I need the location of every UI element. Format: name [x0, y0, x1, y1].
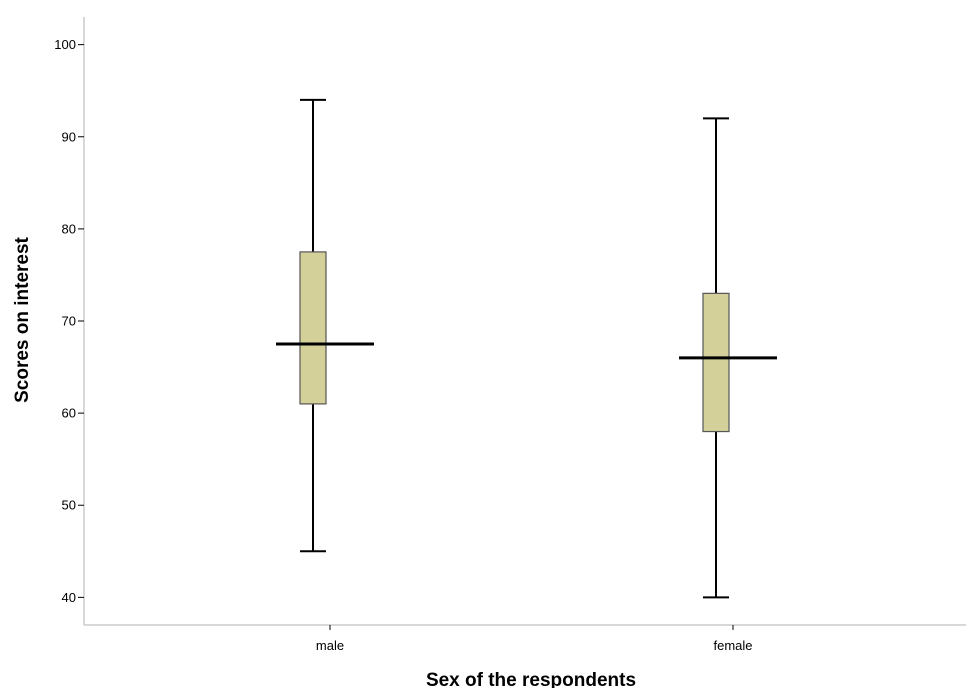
x-tick-label: female — [713, 638, 752, 653]
boxes — [276, 98, 777, 599]
y-tick-label: 70 — [62, 314, 76, 329]
box-female — [679, 117, 777, 599]
y-tick-label: 60 — [62, 406, 76, 421]
x-axis-title: Sex of the respondents — [426, 670, 636, 688]
iqr-box — [299, 251, 327, 405]
iqr-box — [702, 292, 730, 433]
x-tick-label: male — [316, 638, 344, 653]
y-tick-label: 80 — [62, 221, 76, 236]
y-tick-label: 50 — [62, 498, 76, 513]
y-axis-title: Scores on interest — [12, 236, 33, 402]
y-tick-label: 40 — [62, 590, 76, 605]
box-male — [276, 98, 374, 553]
y-tick-label: 100 — [54, 37, 76, 52]
axes: 40 50 60 70 80 90 100 male female — [54, 17, 966, 653]
y-tick-label: 90 — [62, 129, 76, 144]
